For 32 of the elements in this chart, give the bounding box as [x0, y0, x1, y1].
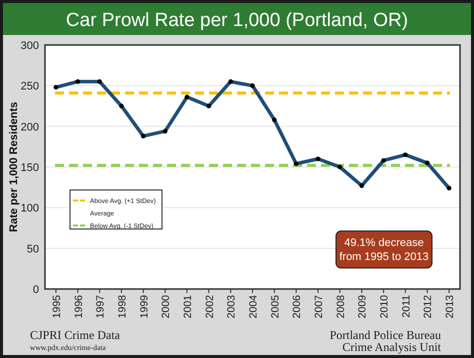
chart-title: Car Prowl Rate per 1,000 (Portland, OR): [66, 10, 408, 31]
x-tick-label: 1998: [116, 294, 128, 318]
x-tick-label: 1996: [72, 294, 85, 318]
y-tick-label: 100: [20, 202, 39, 215]
x-tick-label: 2013: [444, 294, 456, 318]
x-tick-label: 1999: [138, 294, 150, 318]
x-tick-label: 2000: [160, 294, 172, 318]
y-tick-label: 300: [20, 40, 39, 52]
x-tick-label: 2011: [400, 294, 412, 318]
y-tick-label: 0: [32, 284, 39, 296]
x-tick-label: 2004: [248, 294, 260, 318]
x-tick-label: 2012: [422, 294, 434, 318]
y-tick-label: 50: [26, 243, 39, 256]
x-tick-label: 2001: [182, 294, 194, 318]
y-tick-label: 200: [20, 121, 39, 134]
x-tick-label: 2009: [356, 294, 369, 318]
x-tick-label: 2007: [313, 294, 326, 318]
x-tick-label: 2006: [291, 294, 304, 318]
x-tick-label: 1995: [50, 294, 63, 318]
text: Crime Analysis Unit: [342, 340, 442, 354]
x-tick-label: 2003: [226, 294, 238, 318]
text: Portland Police Bureau: [330, 328, 441, 342]
x-tick-label: 2008: [334, 294, 347, 318]
x-tick-label: 2005: [269, 294, 282, 318]
y-axis-title: Rate per 1,000 Residents: [8, 102, 20, 232]
y-tick-label: 250: [20, 80, 39, 93]
x-tick-label: 2002: [204, 294, 216, 318]
text: CJPRI Crime Data: [30, 328, 121, 342]
x-tick-label: 2010: [378, 294, 391, 318]
annotation: 49.1% decrease from 1995 to 2013: [339, 237, 429, 263]
x-tick-label: 1997: [94, 294, 107, 318]
y-tick-label: 150: [20, 162, 39, 174]
